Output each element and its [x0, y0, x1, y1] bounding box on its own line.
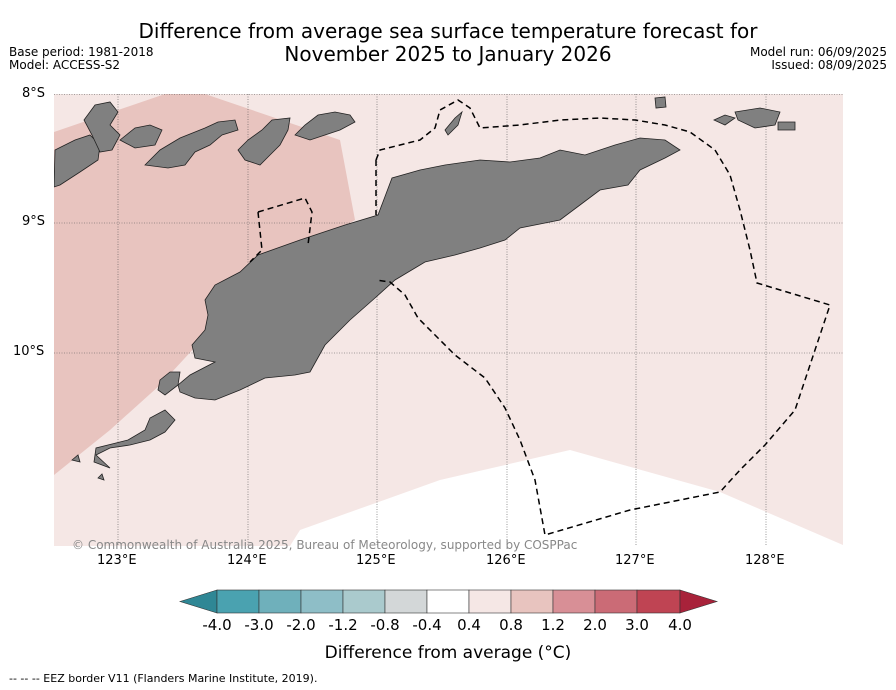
island-wetar-west [294, 111, 356, 141]
island-ndana [71, 454, 81, 463]
timor-island [177, 137, 681, 401]
colorbar-tick: -4.0 [202, 616, 232, 634]
land [54, 96, 796, 481]
colorbar-label: Difference from average (°C) [324, 643, 572, 663]
lat-label: 10°S [13, 344, 45, 359]
colorbar-tick: 4.0 [668, 616, 692, 634]
island-small-4 [97, 473, 105, 481]
colorbar-tick: -2.0 [286, 616, 316, 634]
island-semau [157, 371, 181, 396]
colorbar-tick: -0.4 [412, 616, 442, 634]
eez-border [249, 99, 831, 536]
colorbar-bin [552, 589, 596, 614]
lat-label: 8°S [22, 86, 46, 101]
colorbar-bin [258, 589, 302, 614]
colorbar-over-arrow [679, 589, 719, 614]
colorbar-tick: 0.8 [499, 616, 523, 634]
island-flores-east [54, 134, 101, 188]
island-atauro [444, 110, 463, 136]
model-run: Model run: 06/09/2025 [749, 45, 887, 59]
copyright-notice: © Commonwealth of Australia 2025, Bureau… [72, 538, 578, 552]
colorbar-tick: 3.0 [625, 616, 649, 634]
island-pantar [144, 119, 239, 169]
colorbar-bin [426, 589, 470, 614]
meta-right: Model run: 06/09/2025 Issued: 08/09/2025 [750, 46, 887, 72]
island-small-2 [713, 114, 736, 126]
colorbar-tick: 1.2 [541, 616, 565, 634]
island-romang [734, 107, 781, 129]
colorbar-tick: -1.2 [328, 616, 358, 634]
colorbar-under-arrow [178, 589, 218, 614]
title-line-2: November 2025 to January 2026 [284, 42, 612, 66]
map-title: Difference from average sea surface temp… [0, 20, 896, 66]
island-rote [93, 409, 176, 469]
issued-date: Issued: 08/09/2025 [771, 58, 887, 72]
colorbar-bin [216, 589, 260, 614]
anomaly-region-warm [54, 94, 355, 475]
island-small-1 [654, 96, 667, 109]
island-lembata [119, 124, 163, 149]
colorbar-bin [300, 589, 344, 614]
lon-label: 123°E [97, 553, 137, 568]
lon-label: 124°E [227, 553, 267, 568]
colorbar-tick: -0.8 [370, 616, 400, 634]
island-adonara [83, 101, 121, 153]
lon-label: 125°E [356, 553, 396, 568]
lon-label: 128°E [745, 553, 785, 568]
title-line-1: Difference from average sea surface temp… [138, 19, 758, 43]
colorbar-bin [510, 589, 554, 614]
colorbar-bin [594, 589, 638, 614]
model-name: Model: ACCESS-S2 [9, 58, 121, 72]
meta-left: Base period: 1981-2018 Model: ACCESS-S2 [9, 46, 154, 72]
eez-legend-note: -- -- -- EEZ border V11 (Flanders Marine… [9, 672, 318, 685]
colorbar [178, 589, 719, 614]
base-period: Base period: 1981-2018 [9, 45, 154, 59]
colorbar-tick: 0.4 [457, 616, 481, 634]
lat-label: 9°S [22, 214, 46, 229]
colorbar-tick: 2.0 [583, 616, 607, 634]
colorbar-bin [384, 589, 428, 614]
colorbar-bin [636, 589, 681, 614]
colorbar-tick: -3.0 [244, 616, 274, 634]
colorbar-bin [342, 589, 386, 614]
anomaly-region-neutral [290, 450, 843, 546]
lon-label: 127°E [615, 553, 655, 568]
colorbar-bin [468, 589, 512, 614]
island-alor [237, 117, 291, 166]
lon-label: 126°E [486, 553, 526, 568]
island-small-3 [777, 121, 796, 131]
